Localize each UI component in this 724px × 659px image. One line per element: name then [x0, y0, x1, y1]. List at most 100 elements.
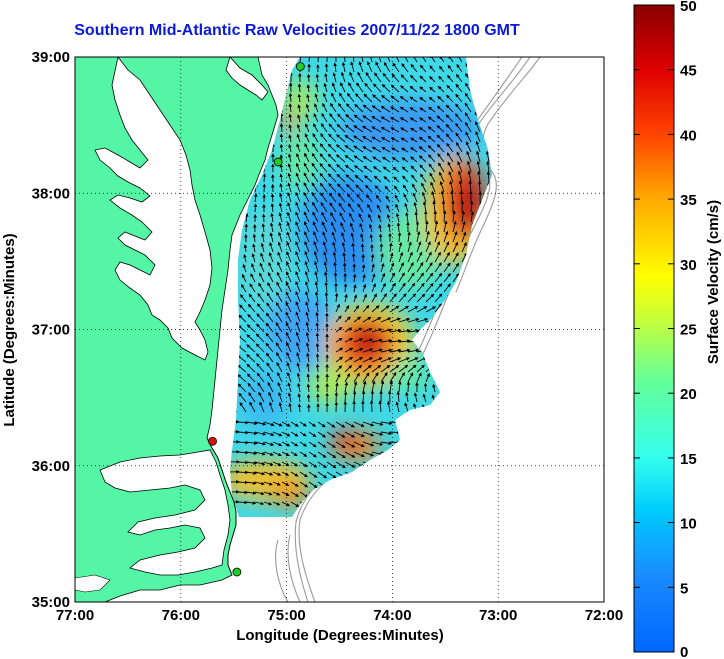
- velocity-vector: [303, 182, 310, 193]
- velocity-vector: [455, 122, 463, 133]
- velocity-vector: [236, 450, 249, 455]
- velocity-vector: [375, 61, 382, 73]
- velocity-vector: [419, 164, 427, 173]
- x-tick-label: 77:00: [56, 607, 94, 624]
- velocity-vector: [299, 441, 308, 447]
- velocity-vector: [319, 163, 328, 173]
- velocity-vector: [434, 283, 443, 293]
- velocity-vector: [432, 200, 436, 213]
- velocity-vector: [429, 65, 436, 73]
- velocity-vector: [428, 106, 436, 113]
- velocity-vector: [416, 372, 422, 383]
- velocity-vector: [261, 232, 265, 243]
- velocity-vector: [337, 192, 346, 203]
- velocity-vector: [407, 364, 417, 373]
- velocity-vector: [272, 471, 282, 476]
- velocity-vector: [429, 86, 436, 93]
- velocity-vector: [286, 211, 292, 223]
- velocity-vector: [334, 292, 339, 303]
- velocity-vector: [358, 61, 364, 73]
- velocity-vector: [248, 293, 256, 303]
- velocity-vector: [288, 402, 292, 413]
- velocity-vector: [407, 293, 417, 303]
- velocity-vector: [398, 364, 409, 373]
- velocity-vector: [399, 117, 409, 123]
- velocity-vector: [308, 421, 317, 427]
- velocity-vector: [344, 316, 351, 323]
- velocity-vector: [389, 348, 402, 353]
- velocity-vector: [344, 373, 351, 383]
- velocity-vector: [353, 284, 357, 293]
- velocity-vector: [416, 251, 423, 263]
- velocity-vector: [476, 160, 481, 173]
- velocity-vector: [312, 221, 319, 233]
- velocity-vector: [306, 84, 311, 93]
- velocity-vector: [263, 451, 274, 456]
- velocity-vector: [312, 211, 319, 223]
- velocity-vector: [308, 461, 318, 468]
- velocity-vector: [263, 471, 274, 476]
- velocity-vector: [400, 85, 409, 93]
- velocity-vector: [246, 354, 256, 363]
- velocity-vector: [286, 261, 292, 273]
- x-tick-label: 72:00: [585, 607, 623, 624]
- velocity-vector: [249, 401, 256, 413]
- velocity-vector: [396, 222, 401, 233]
- velocity-vector: [464, 112, 472, 123]
- velocity-vector: [287, 201, 292, 213]
- velocity-vector: [389, 357, 402, 363]
- velocity-vector: [252, 233, 257, 243]
- velocity-vector: [266, 292, 274, 303]
- velocity-vector: [353, 431, 365, 437]
- velocity-vector: [272, 421, 283, 427]
- velocity-vector: [452, 273, 460, 283]
- velocity-vector: [254, 441, 266, 446]
- velocity-vector: [447, 74, 454, 83]
- velocity-vector: [418, 136, 427, 143]
- velocity-vector: [263, 461, 274, 466]
- velocity-vector: [288, 134, 292, 143]
- velocity-vector: [419, 107, 427, 113]
- velocity-vector: [311, 152, 319, 163]
- velocity-vector: [364, 82, 373, 93]
- velocity-vector: [344, 164, 355, 173]
- velocity-vector: [353, 347, 364, 353]
- velocity-vector: [240, 294, 247, 303]
- velocity-vector: [335, 421, 346, 428]
- velocity-vector: [297, 403, 302, 413]
- velocity-vector: [385, 195, 391, 203]
- velocity-vector: [315, 342, 320, 353]
- velocity-vector: [236, 480, 249, 485]
- velocity-vector: [398, 348, 411, 353]
- velocity-vector: [391, 157, 400, 163]
- radar-station-marker: [208, 436, 217, 446]
- velocity-vector: [336, 123, 346, 133]
- velocity-vector: [353, 145, 364, 153]
- velocity-vector: [312, 142, 319, 153]
- velocity-vector: [308, 471, 318, 478]
- velocity-vector: [281, 451, 290, 457]
- velocity-vector: [360, 57, 364, 63]
- velocity-vector: [395, 212, 400, 223]
- velocity-vector: [335, 382, 339, 393]
- velocity-vector: [429, 172, 436, 183]
- radar-stations: [208, 62, 305, 577]
- velocity-vector: [381, 147, 391, 153]
- velocity-vector: [336, 164, 346, 173]
- velocity-vector: [380, 126, 391, 133]
- velocity-vector: [371, 115, 382, 123]
- velocity-vector: [425, 241, 431, 253]
- velocity-vector: [416, 230, 421, 243]
- velocity-vector: [400, 74, 409, 83]
- velocity-vector: [236, 460, 249, 465]
- velocity-vector: [285, 291, 292, 303]
- velocity-vector: [415, 220, 420, 233]
- velocity-vector: [353, 135, 364, 143]
- velocity-vector: [372, 94, 382, 103]
- velocity-vector: [278, 221, 283, 233]
- velocity-vector: [407, 262, 414, 273]
- velocity-vector: [346, 92, 355, 103]
- velocity-vector: [389, 317, 401, 323]
- velocity-vector: [389, 252, 394, 263]
- velocity-vector: [341, 241, 346, 253]
